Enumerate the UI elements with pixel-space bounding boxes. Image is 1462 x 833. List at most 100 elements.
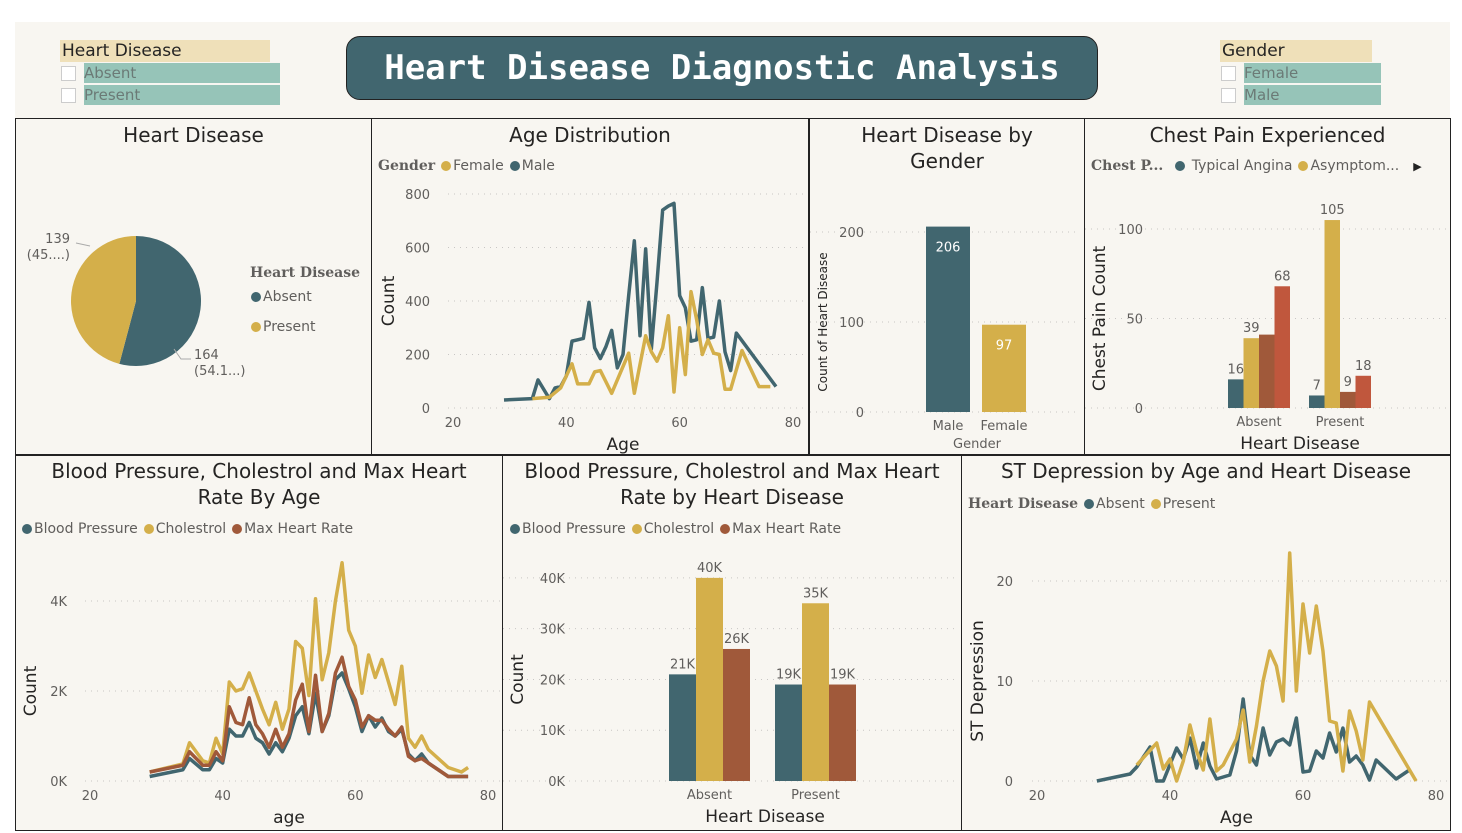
pie-slice-absent xyxy=(119,236,201,366)
bar-absent-2 xyxy=(723,648,750,781)
checkbox[interactable] xyxy=(61,88,76,103)
legend-dot xyxy=(1084,499,1095,509)
slicer-gender: Gender Female Male xyxy=(1220,40,1381,106)
legend-label[interactable]: Cholestrol xyxy=(643,521,715,537)
y-axis-title: Count xyxy=(21,665,41,716)
bar-female-0 xyxy=(982,324,1026,412)
bp-heart-disease-bar-chart: 0K 10K 20K 30K 40K 21K 40K 26K Absent 19K 35K 19K Pr… xyxy=(503,561,958,827)
legend-label: Absent xyxy=(263,289,312,305)
chart-title: Blood Pressure, Cholestrol and Max Heart… xyxy=(524,459,940,509)
legend-dot xyxy=(510,524,520,534)
y-tick-label: 0 xyxy=(856,406,864,421)
y-tick-label: 10K xyxy=(540,724,566,739)
x-tick-label: 20 xyxy=(1029,789,1046,804)
y-tick-label: 600 xyxy=(405,242,430,257)
bp-by-age-panel: Blood Pressure, Cholestrol and Max Heart… xyxy=(15,455,503,831)
chart-title: Blood Pressure, Cholestrol and Max Heart… xyxy=(51,459,467,509)
bar-absent-3 xyxy=(1274,286,1290,408)
legend-label[interactable]: Absent xyxy=(1096,496,1145,512)
chart-legend: Heart Disease Absent Present xyxy=(968,496,1215,512)
chart-title: Age Distribution xyxy=(509,123,671,147)
x-tick-label: 20 xyxy=(82,789,99,804)
x-tick-label: 60 xyxy=(671,416,688,431)
pie-data-label: (54.1...) xyxy=(194,364,246,379)
x-axis-title: Gender xyxy=(953,437,1002,452)
data-label: 68 xyxy=(1274,269,1291,284)
legend-dot xyxy=(143,524,154,534)
x-tick-label: 60 xyxy=(347,789,364,804)
y-tick-label: 100 xyxy=(1118,223,1143,238)
legend-item-absent[interactable]: Absent xyxy=(250,282,360,312)
leader-line xyxy=(75,242,91,247)
chart-legend: Chest P... Typical Angina Asymptom... ▶ xyxy=(1091,158,1422,174)
data-label: 7 xyxy=(1313,378,1321,393)
slicer-option-present[interactable]: Present xyxy=(60,84,280,106)
bar-present-3 xyxy=(1355,375,1371,408)
option-label: Present xyxy=(84,85,280,105)
bar-absent-0 xyxy=(1228,379,1244,408)
x-axis-title: Age xyxy=(607,435,640,455)
x-axis-title: Age xyxy=(1220,808,1253,828)
legend-dot xyxy=(1175,161,1186,171)
legend-next-arrow-icon[interactable]: ▶ xyxy=(1413,160,1422,173)
x-tick-label: Absent xyxy=(687,788,732,803)
gender-bar-chart: 0 100 200 206 Male 97 Female Gender Count of Hea… xyxy=(810,226,1080,452)
y-axis-title: Count xyxy=(379,275,399,326)
series-line-max-heart-rate xyxy=(149,655,469,779)
bp-age-line-chart: 0K 2K 4K 20 40 60 80 age Count xyxy=(21,561,501,828)
slicer-option-male[interactable]: Male xyxy=(1220,84,1381,106)
data-label: 35K xyxy=(803,586,829,601)
y-tick-label: 0K xyxy=(50,775,67,790)
data-label: 18 xyxy=(1355,359,1372,374)
legend-label[interactable]: Present xyxy=(1162,496,1216,512)
pie-slice-present xyxy=(70,236,136,364)
x-tick-label: 80 xyxy=(480,789,497,804)
bp-by-heart-disease-panel: Blood Pressure, Cholestrol and Max Heart… xyxy=(502,455,962,831)
bar-present-1 xyxy=(1324,220,1340,408)
checkbox[interactable] xyxy=(1221,66,1236,81)
x-axis-title: Heart Disease xyxy=(1240,434,1360,454)
legend-label[interactable]: Asymptom... xyxy=(1310,158,1400,174)
legend-dot xyxy=(441,161,452,171)
chart-legend: Gender Female Male xyxy=(378,158,555,174)
bar-present-0 xyxy=(1309,395,1325,408)
y-tick-label: 400 xyxy=(405,295,430,310)
chart-legend: Blood Pressure Cholestrol Max Heart Rate xyxy=(16,521,353,537)
bar-male-0 xyxy=(926,226,970,412)
x-tick-label: 40 xyxy=(558,416,575,431)
bar-absent-0 xyxy=(669,674,696,781)
legend-item-present[interactable]: Present xyxy=(250,312,360,342)
x-axis-title: age xyxy=(273,808,305,828)
legend-label[interactable]: Cholestrol xyxy=(155,521,227,537)
checkbox[interactable] xyxy=(1221,88,1236,103)
legend-dot xyxy=(1150,499,1161,509)
y-tick-label: 20K xyxy=(540,673,566,688)
data-label: 26K xyxy=(724,632,750,647)
legend-label[interactable]: Typical Angina xyxy=(1191,158,1293,174)
x-tick-label: 40 xyxy=(214,789,231,804)
chart-title: ST Depression by Age and Heart Disease xyxy=(1000,459,1412,483)
legend-dot xyxy=(631,524,642,534)
legend-dot xyxy=(720,524,731,534)
y-tick-label: 30K xyxy=(540,623,566,638)
legend-label-male[interactable]: Male xyxy=(521,158,555,174)
legend-label[interactable]: Blood Pressure xyxy=(34,521,138,537)
slicer-option-absent[interactable]: Absent xyxy=(60,62,280,84)
series-line-cholestrol xyxy=(149,561,470,774)
data-label: 97 xyxy=(996,339,1013,354)
slicer-header: Heart Disease xyxy=(60,40,270,62)
chest-pain-bar-chart: 0 50 100 16 39 68 Absent 7 105 918 Present Heart Di… xyxy=(1085,203,1447,454)
series-line-female xyxy=(532,289,771,401)
legend-label[interactable]: Max Heart Rate xyxy=(732,521,842,537)
legend-label[interactable]: Blood Pressure xyxy=(522,521,626,537)
x-tick-label: Present xyxy=(791,788,840,803)
pie-data-label: (45....) xyxy=(27,248,70,263)
legend-label-female[interactable]: Female xyxy=(453,158,504,174)
st-depression-panel: ST Depression by Age and Heart Disease H… xyxy=(961,455,1451,831)
series-line-absent xyxy=(1096,697,1411,783)
legend-label[interactable]: Max Heart Rate xyxy=(244,521,354,537)
checkbox[interactable] xyxy=(61,66,76,81)
chest-pain-panel: Chest Pain Experienced Chest P... Typica… xyxy=(1084,118,1451,455)
slicer-option-female[interactable]: Female xyxy=(1220,62,1381,84)
chart-legend: Blood Pressure Cholestrol Max Heart Rate xyxy=(504,521,841,537)
